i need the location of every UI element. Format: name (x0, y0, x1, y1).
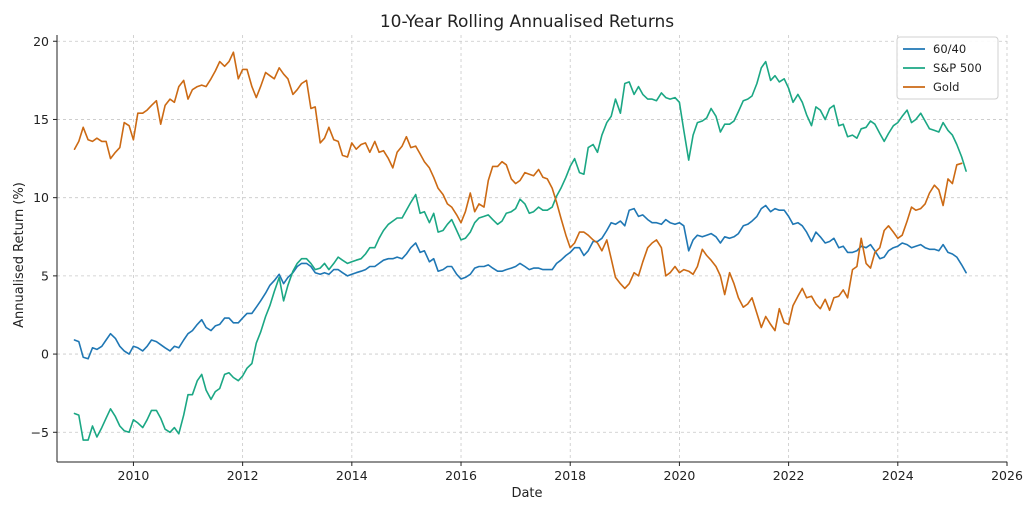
y-tick-label: 10 (33, 190, 49, 205)
y-tick-label: 20 (33, 34, 49, 49)
y-tick-label: 0 (41, 347, 49, 362)
x-tick-label: 2010 (118, 468, 150, 483)
series-line-s-p-500 (73, 60, 967, 441)
x-tick-label: 2022 (773, 468, 805, 483)
x-tick-label: 2024 (882, 468, 914, 483)
x-axis-label: Date (511, 486, 542, 501)
legend-label: 60/40 (933, 42, 966, 56)
grid (57, 35, 1008, 462)
y-tick-label: 5 (41, 268, 49, 283)
series-lines (73, 51, 967, 441)
legend-label: S&P 500 (933, 61, 982, 75)
x-axis-ticks: 2010 2012 2014 2016 2018 2020 2022 2024 2026 (118, 462, 1023, 483)
legend-frame (896, 36, 999, 100)
x-tick-label: 2014 (336, 468, 368, 483)
series-line-60-40 (73, 204, 967, 360)
y-axis-ticks: −5 0 5 10 15 20 (31, 34, 57, 440)
x-tick-label: 2016 (445, 468, 477, 483)
y-tick-label: 15 (33, 112, 49, 127)
x-tick-label: 2026 (991, 468, 1023, 483)
chart-title: 10-Year Rolling Annualised Returns (380, 12, 674, 32)
legend: 60/40 S&P 500 Gold (896, 36, 999, 100)
y-axis-label: Annualised Return (%) (12, 182, 27, 328)
x-tick-label: 2012 (227, 468, 259, 483)
y-tick-label: −5 (31, 425, 49, 440)
axes (56, 35, 1007, 463)
x-tick-label: 2020 (664, 468, 696, 483)
series-line-gold (73, 51, 963, 332)
legend-label: Gold (933, 80, 959, 94)
x-tick-label: 2018 (554, 468, 586, 483)
